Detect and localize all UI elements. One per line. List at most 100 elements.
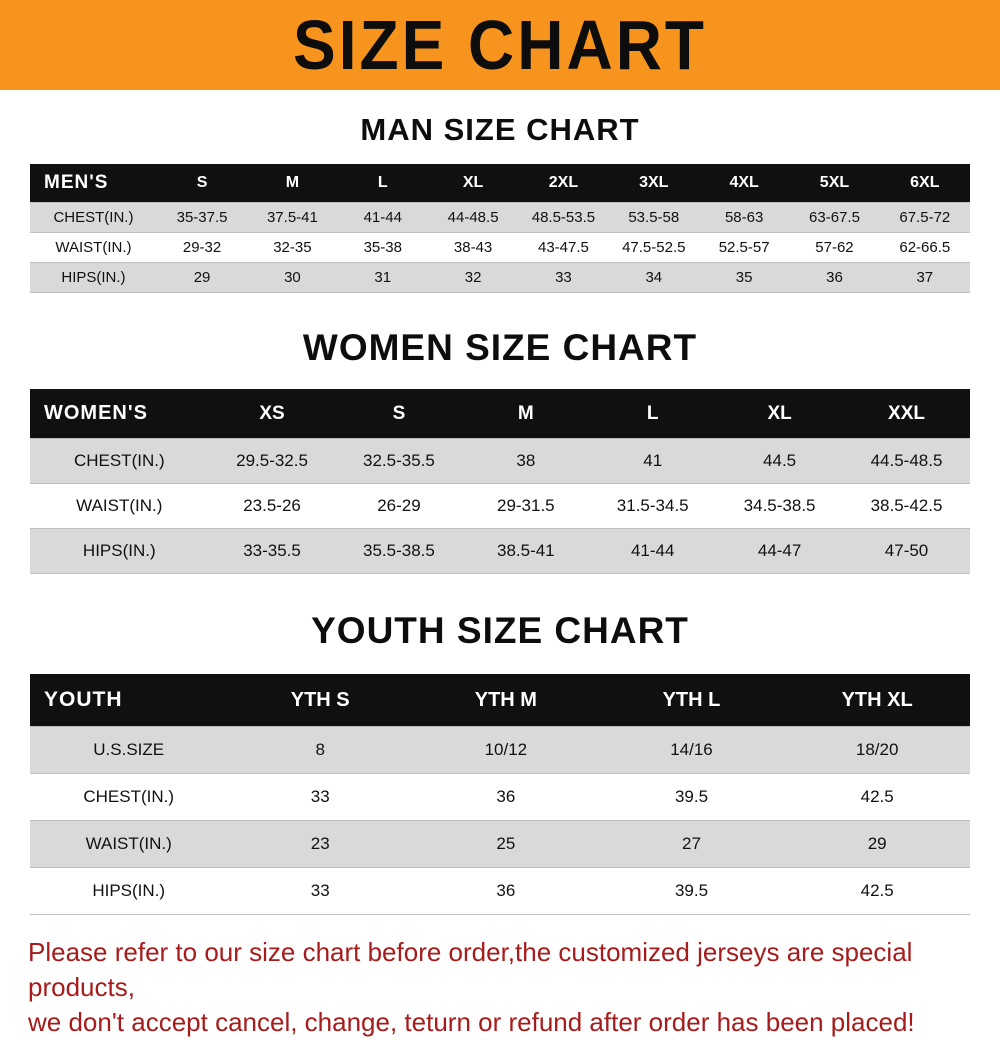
table-corner-label: MEN'S (44, 172, 109, 193)
table-cell: 37 (916, 269, 934, 286)
table-header-row: MEN'S S M L XL 2XL 3XL 4XL 5XL 6XL (30, 164, 970, 203)
table-cell: 23.5-26 (243, 496, 301, 515)
table-cell: 44-47 (757, 541, 802, 560)
row-label: HIPS(IN.) (92, 881, 166, 900)
table-cell: 33-35.5 (243, 541, 301, 560)
row-label: U.S.SIZE (93, 740, 165, 759)
table-cell: 38-43 (453, 239, 493, 256)
column-header: YTH S (290, 688, 350, 711)
row-label: CHEST(IN.) (73, 451, 165, 470)
column-header: S (196, 174, 208, 191)
table-cell: 25 (496, 834, 516, 853)
table-row: HIPS(IN.) 33-35.5 35.5-38.5 38.5-41 41-44 44-… (30, 528, 970, 574)
table-cell: 34.5-38.5 (743, 496, 816, 515)
column-header: 6XL (910, 174, 940, 191)
table-cell: 47.5-52.5 (622, 239, 686, 256)
table-cell: 33 (310, 787, 330, 806)
table-row: U.S.SIZE 8 10/12 14/16 18/20 (30, 726, 970, 774)
table-cell: 48.5-53.5 (531, 209, 596, 226)
table-cell: 8 (315, 740, 325, 759)
table-cell: 29 (867, 834, 887, 853)
table-cell: 32-35 (273, 239, 312, 256)
table-cell: 34 (645, 269, 663, 286)
section-youth: YOUTH SIZE CHART YOUTH YTH S YTH M YTH L YTH… (0, 610, 1000, 915)
section-man: MAN SIZE CHART MEN'S S M L XL 2XL 3XL 4XL 5XL 6XL… (0, 112, 1000, 293)
table-cell: 52.5-57 (718, 239, 770, 256)
column-header: XL (462, 174, 484, 191)
youth-size-chart-heading: YOUTH SIZE CHART (311, 610, 689, 651)
column-header: M (517, 402, 534, 424)
man-size-chart-heading: MAN SIZE CHART (360, 112, 640, 147)
table-row: HIPS(IN.) 33 36 39.5 42.5 (30, 867, 970, 915)
row-label: HIPS(IN.) (61, 269, 126, 286)
table-cell: 18/20 (855, 740, 899, 759)
page-title: SIZE CHART (293, 6, 707, 84)
column-header: YTH M (474, 688, 537, 711)
column-header: 3XL (639, 174, 669, 191)
table-cell: 32.5-35.5 (363, 451, 435, 470)
column-header: 5XL (819, 174, 850, 191)
youth-size-table: YOUTH YTH S YTH M YTH L YTH XL U.S.SIZE 8 10/12… (30, 674, 970, 915)
table-cell: 14/16 (670, 740, 713, 759)
women-size-chart-heading: WOMEN SIZE CHART (302, 327, 698, 368)
table-cell: 44.5-48.5 (870, 451, 943, 470)
table-cell: 29-32 (182, 239, 222, 256)
footer-disclaimer: Please refer to our size chart before or… (28, 935, 972, 1040)
table-cell: 42.5 (860, 881, 894, 900)
table-cell: 35.5-38.5 (363, 541, 435, 560)
disclaimer-line-1: Please refer to our size chart before or… (28, 937, 913, 1003)
column-header: XL (767, 402, 792, 424)
table-cell: 38 (516, 451, 536, 470)
row-label: CHEST(IN.) (53, 209, 134, 226)
table-cell: 47-50 (884, 541, 929, 560)
column-header: L (646, 402, 659, 424)
column-header: XXL (888, 402, 925, 424)
column-header: YTH L (662, 688, 721, 711)
table-cell: 62-66.5 (899, 239, 951, 256)
table-cell: 37.5-41 (266, 209, 318, 226)
table-cell: 38.5-42.5 (870, 496, 943, 515)
table-cell: 39.5 (674, 881, 709, 900)
column-header: 2XL (548, 174, 579, 191)
table-cell: 23 (310, 834, 330, 853)
table-row: CHEST(IN.) 33 36 39.5 42.5 (30, 773, 970, 821)
women-size-table: WOMEN'S XS S M L XL XXL CHEST(IN.) 29.5-32.5 32.5… (30, 389, 970, 574)
table-cell: 27 (682, 834, 701, 853)
table-cell: 41-44 (630, 541, 675, 560)
table-cell: 57-62 (815, 239, 854, 256)
table-row: HIPS(IN.) 29 30 31 32 33 34 35 36 37 (30, 262, 970, 293)
table-cell: 36 (826, 269, 843, 286)
table-row: CHEST(IN.) 35-37.5 37.5-41 41-44 44-48.5 48.5… (30, 202, 970, 233)
table-cell: 44-48.5 (447, 209, 499, 226)
column-header: 4XL (729, 174, 759, 191)
row-label: WAIST(IN.) (76, 496, 163, 515)
row-label: WAIST(IN.) (85, 834, 172, 853)
table-cell: 43-47.5 (538, 239, 589, 256)
table-cell: 63-67.5 (809, 209, 860, 226)
column-header: M (285, 174, 300, 191)
column-header: L (377, 174, 388, 191)
table-cell: 31.5-34.5 (616, 496, 689, 515)
table-cell: 29 (193, 269, 211, 286)
row-label: WAIST(IN.) (55, 239, 132, 256)
table-row: WAIST(IN.) 29-32 32-35 35-38 38-43 43-47.5 47.… (30, 232, 970, 263)
table-cell: 67.5-72 (899, 209, 951, 226)
table-corner-label: WOMEN'S (44, 402, 148, 424)
table-cell: 33 (310, 881, 330, 900)
table-corner-label: YOUTH (44, 688, 123, 711)
column-header: XS (259, 402, 285, 424)
disclaimer-line-2: we don't accept cancel, change, teturn o… (28, 1007, 915, 1038)
size-chart-banner: SIZE CHART (0, 0, 1000, 90)
table-row: CHEST(IN.) 29.5-32.5 32.5-35.5 38 41 44.5 44.5… (30, 438, 970, 484)
table-cell: 58-63 (724, 209, 764, 226)
table-cell: 42.5 (860, 787, 894, 806)
table-cell: 32 (464, 269, 482, 286)
table-cell: 33 (555, 269, 572, 286)
table-cell: 41 (643, 451, 663, 470)
table-cell: 39.5 (674, 787, 709, 806)
column-header: S (392, 402, 406, 424)
table-cell: 35-37.5 (176, 209, 228, 226)
table-cell: 31 (374, 269, 392, 286)
table-cell: 35-38 (363, 239, 402, 256)
table-cell: 35 (735, 269, 753, 286)
